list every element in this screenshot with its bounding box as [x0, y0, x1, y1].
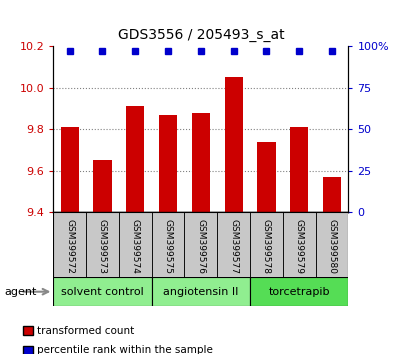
Bar [290, 127, 308, 212]
Bar [53, 277, 151, 306]
Text: torcetrapib: torcetrapib [268, 287, 329, 297]
Bar [86, 212, 119, 278]
Text: GSM399574: GSM399574 [130, 219, 139, 274]
Bar [126, 106, 144, 212]
Text: GSM399579: GSM399579 [294, 219, 303, 274]
Text: GSM399580: GSM399580 [327, 219, 336, 274]
Title: GDS3556 / 205493_s_at: GDS3556 / 205493_s_at [117, 28, 283, 42]
Text: percentile rank within the sample: percentile rank within the sample [37, 346, 212, 354]
Text: GSM399575: GSM399575 [163, 219, 172, 274]
Bar [61, 127, 79, 212]
Bar [151, 212, 184, 278]
Bar [257, 142, 275, 212]
Bar [315, 212, 348, 278]
Bar [93, 160, 111, 212]
Text: transformed count: transformed count [37, 326, 134, 336]
Bar [191, 113, 209, 212]
Text: solvent control: solvent control [61, 287, 144, 297]
Bar [224, 77, 242, 212]
Text: GSM399573: GSM399573 [98, 219, 107, 274]
Text: GSM399572: GSM399572 [65, 219, 74, 274]
Bar [151, 277, 249, 306]
Text: GSM399577: GSM399577 [229, 219, 238, 274]
Bar [53, 212, 86, 278]
Text: angiotensin II: angiotensin II [163, 287, 238, 297]
Bar [119, 212, 151, 278]
Bar [322, 177, 340, 212]
Text: GSM399578: GSM399578 [261, 219, 270, 274]
Text: GSM399576: GSM399576 [196, 219, 205, 274]
Bar [217, 212, 249, 278]
Bar [282, 212, 315, 278]
Bar [249, 277, 348, 306]
Bar [184, 212, 217, 278]
Text: agent: agent [4, 287, 36, 297]
Bar [159, 115, 177, 212]
Bar [249, 212, 282, 278]
